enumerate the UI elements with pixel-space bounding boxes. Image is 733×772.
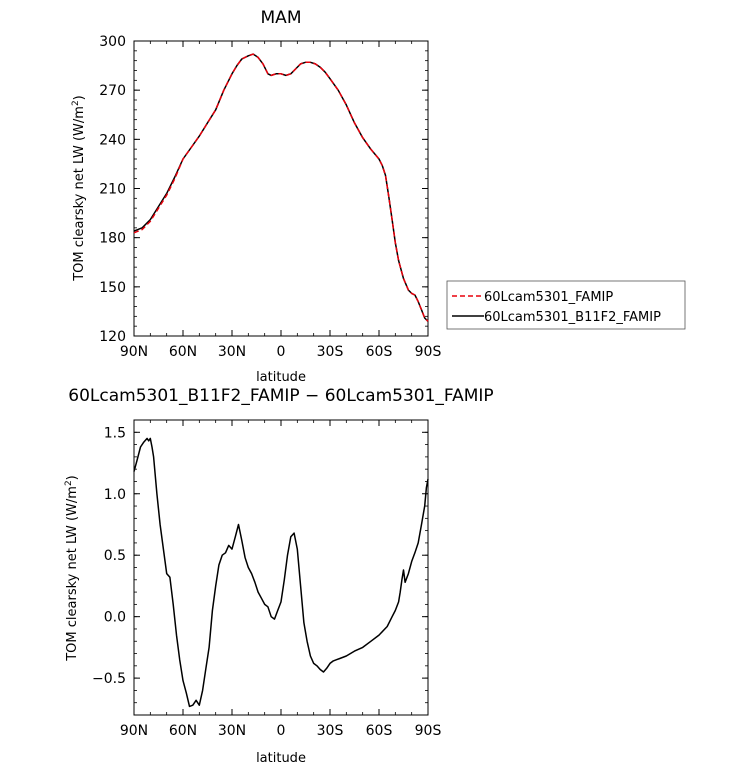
top-ticks: 90N 60N 30N 0 30S 60S 90S 120 150 180 210 240 270 300 [99, 34, 441, 360]
top-y-axis-label: TOM clearsky net LW (W/m2) [71, 95, 87, 282]
bottom-ticks: 90N 60N 30N 0 30S 60S 90S −0.5 0.0 0.5 1.0 1.5 [92, 419, 442, 739]
bottom-y-tick-label: −0.5 [92, 671, 126, 687]
top-x-tick-label: 60S [366, 344, 393, 360]
top-y-tick-label: 180 [99, 231, 126, 247]
top-series-layer [133, 53, 429, 322]
top-y-tick-label: 240 [99, 132, 126, 148]
bottom-y-tick-label: 1.5 [104, 425, 126, 441]
top-plot-frame [133, 40, 429, 337]
top-y-tick-label: 300 [99, 34, 126, 50]
top-x-tick-label: 30N [218, 344, 246, 360]
legend-box [446, 280, 686, 330]
top-x-tick-label: 30S [317, 344, 344, 360]
top-y-label-end: ) [72, 95, 87, 100]
top-panel: MAM 90N 60N 30N 0 30S 60S 90S 120 150 180 210 240 27… [71, 8, 686, 385]
top-x-tick-label: 90N [120, 344, 148, 360]
bottom-plot-frame [133, 419, 429, 716]
bottom-y-axis-label: TOM clearsky net LW (W/m2) [64, 475, 80, 662]
bottom-x-tick-label: 30S [317, 723, 344, 739]
bottom-x-axis-label: latitude [256, 751, 306, 766]
bottom-series-line-1 [133, 437, 429, 708]
bottom-panel: 60Lcam5301_B11F2_FAMIP − 60Lcam5301_FAMI… [64, 386, 494, 766]
top-series-line-2 [133, 53, 429, 322]
top-x-tick-label: 60N [169, 344, 197, 360]
top-x-tick-label: 0 [277, 344, 286, 360]
top-x-tick-label: 90S [415, 344, 442, 360]
top-y-tick-label: 150 [99, 280, 126, 296]
top-y-label-main: TOM clearsky net LW (W/m [72, 106, 87, 282]
top-chart-title: MAM [261, 8, 302, 28]
top-x-axis-label: latitude [256, 370, 306, 385]
legend-label-series-1: 60Lcam5301_FAMIP [484, 290, 613, 305]
top-y-tick-label: 270 [99, 83, 126, 99]
bottom-y-tick-label: 0.5 [104, 548, 126, 564]
top-y-tick-label: 210 [99, 182, 126, 198]
bottom-y-label-end: ) [65, 475, 80, 480]
bottom-chart-title: 60Lcam5301_B11F2_FAMIP − 60Lcam5301_FAMI… [68, 386, 493, 406]
bottom-y-label-main: TOM clearsky net LW (W/m [65, 486, 80, 662]
top-series-line-1 [133, 53, 429, 322]
top-y-tick-label: 120 [99, 329, 126, 345]
bottom-x-tick-label: 90N [120, 723, 148, 739]
bottom-x-tick-label: 90S [415, 723, 442, 739]
bottom-x-tick-label: 60S [366, 723, 393, 739]
bottom-y-tick-label: 1.0 [104, 487, 126, 503]
legend: 60Lcam5301_FAMIP 60Lcam5301_B11F2_FAMIP [446, 280, 686, 330]
bottom-y-label-sup: 2 [64, 480, 74, 486]
bottom-x-tick-label: 60N [169, 723, 197, 739]
bottom-x-tick-label: 0 [277, 723, 286, 739]
bottom-y-tick-label: 0.0 [104, 610, 126, 626]
bottom-series-layer [133, 437, 429, 708]
top-y-label-sup: 2 [71, 100, 81, 106]
bottom-x-tick-label: 30N [218, 723, 246, 739]
legend-label-series-2: 60Lcam5301_B11F2_FAMIP [484, 310, 661, 325]
